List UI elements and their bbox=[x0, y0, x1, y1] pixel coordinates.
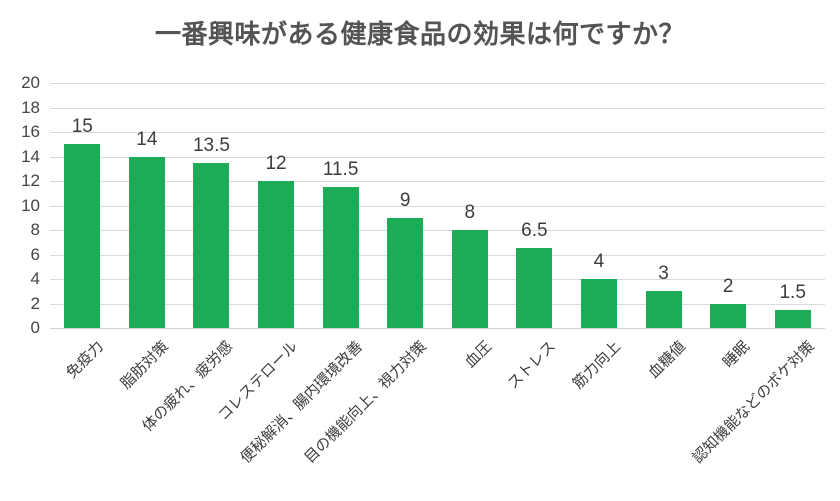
gridline bbox=[50, 205, 825, 207]
bar-value-label: 2 bbox=[722, 275, 734, 297]
bar bbox=[645, 291, 682, 328]
x-category-label: 免疫力 bbox=[63, 338, 108, 382]
bar bbox=[258, 181, 295, 328]
bar-value-label: 12 bbox=[265, 153, 287, 174]
gridline bbox=[50, 328, 825, 329]
bar bbox=[774, 309, 811, 328]
x-category-label: 目の機能向上、視力対策 bbox=[301, 338, 431, 467]
gridline bbox=[50, 230, 825, 231]
bar bbox=[128, 156, 165, 328]
x-category-label: 睡眠 bbox=[719, 338, 754, 372]
bar-value-label: 6.5 bbox=[521, 220, 548, 242]
gridline bbox=[50, 83, 825, 84]
x-category-label: 便秘解消、腸内環境改善 bbox=[236, 338, 366, 467]
x-category-label: 筋力向上 bbox=[569, 338, 624, 393]
y-tick-label: 18 bbox=[21, 97, 40, 117]
bar-value-label: 1.5 bbox=[779, 281, 806, 303]
bar-value-label: 8 bbox=[464, 202, 476, 223]
bar-value-label: 11.5 bbox=[322, 159, 359, 181]
bar bbox=[710, 303, 747, 328]
bar-value-label: 9 bbox=[399, 189, 411, 211]
gridline bbox=[50, 132, 825, 133]
y-tick-label: 4 bbox=[30, 269, 40, 288]
gridline bbox=[50, 254, 825, 256]
bar-value-label: 3 bbox=[658, 263, 669, 285]
y-tick-label: 10 bbox=[21, 195, 40, 215]
gridline bbox=[50, 156, 825, 158]
bar bbox=[516, 248, 553, 328]
bar bbox=[451, 230, 488, 328]
gridline bbox=[50, 107, 825, 109]
gridline bbox=[50, 303, 825, 305]
bar-value-label: 4 bbox=[593, 251, 605, 272]
y-tick-label: 14 bbox=[21, 146, 40, 166]
bar bbox=[64, 144, 101, 328]
bar-value-label: 13.5 bbox=[192, 134, 230, 156]
gridline bbox=[50, 181, 825, 182]
bar bbox=[580, 279, 617, 328]
bar bbox=[193, 162, 230, 328]
chart-title: 一番興味がある健康食品の効果は何ですか？ bbox=[154, 19, 685, 49]
y-tick-label: 6 bbox=[30, 244, 40, 264]
y-tick-label: 12 bbox=[21, 171, 40, 190]
x-category-label: 血圧 bbox=[461, 338, 495, 372]
y-tick-label: 16 bbox=[21, 122, 40, 141]
y-tick-label: 20 bbox=[21, 73, 40, 92]
x-category-label: ストレス bbox=[504, 338, 560, 393]
x-category-label: 認知機能などのボケ対策 bbox=[689, 338, 818, 467]
y-tick-label: 2 bbox=[30, 293, 40, 313]
y-tick-label: 8 bbox=[30, 220, 40, 239]
bar bbox=[322, 187, 359, 328]
x-category-label: 脂肪対策 bbox=[117, 338, 172, 393]
y-tick-label: 0 bbox=[30, 318, 40, 337]
bar-value-label: 14 bbox=[136, 128, 158, 150]
gridline bbox=[50, 279, 825, 280]
x-category-label: 血糖値 bbox=[644, 338, 689, 382]
bar-value-label: 15 bbox=[71, 116, 93, 138]
bar bbox=[387, 217, 424, 328]
